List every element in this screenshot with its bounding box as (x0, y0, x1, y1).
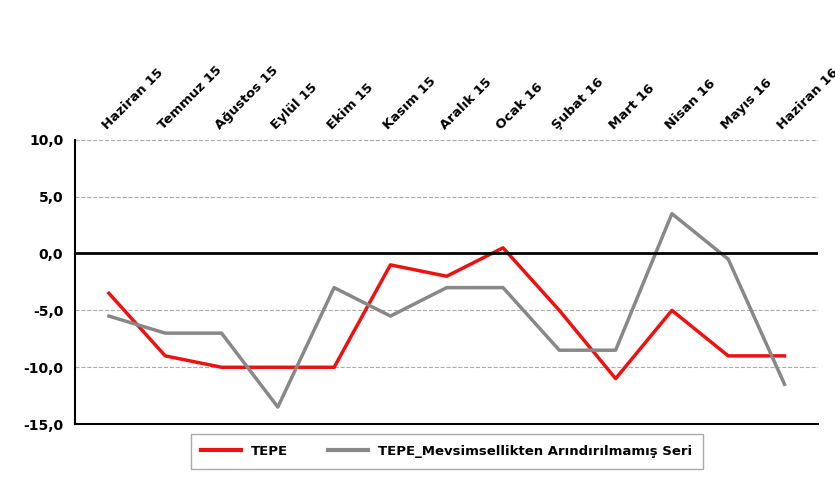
TEPE (667, 307, 677, 313)
TEPE_Mevsimsellikten Arındırılmamış Seri (667, 211, 677, 217)
Line: TEPE: TEPE (109, 248, 785, 379)
Legend: TEPE, TEPE_Mevsimsellikten Arındırılmamış Seri: TEPE, TEPE_Mevsimsellikten Arındırılmamı… (190, 434, 703, 469)
TEPE (442, 273, 452, 279)
TEPE (723, 353, 733, 359)
TEPE_Mevsimsellikten Arındırılmamış Seri (498, 284, 508, 290)
Line: TEPE_Mevsimsellikten Arındırılmamış Seri: TEPE_Mevsimsellikten Arındırılmamış Seri (109, 214, 785, 407)
TEPE_Mevsimsellikten Arındırılmamış Seri (273, 404, 283, 410)
TEPE_Mevsimsellikten Arındırılmamış Seri (723, 256, 733, 262)
TEPE_Mevsimsellikten Arındırılmamış Seri (329, 284, 339, 290)
TEPE_Mevsimsellikten Arındırılmamış Seri (386, 313, 396, 319)
TEPE (780, 353, 790, 359)
TEPE_Mevsimsellikten Arındırılmamış Seri (160, 330, 170, 336)
TEPE (216, 364, 226, 370)
TEPE (104, 290, 114, 296)
TEPE (329, 364, 339, 370)
TEPE (498, 245, 508, 251)
TEPE (554, 307, 564, 313)
TEPE (273, 364, 283, 370)
TEPE_Mevsimsellikten Arındırılmamış Seri (442, 284, 452, 290)
TEPE (610, 376, 620, 382)
TEPE_Mevsimsellikten Arındırılmamış Seri (554, 347, 564, 353)
TEPE (386, 262, 396, 268)
TEPE_Mevsimsellikten Arındırılmamış Seri (780, 381, 790, 387)
TEPE_Mevsimsellikten Arındırılmamış Seri (104, 313, 114, 319)
TEPE_Mevsimsellikten Arındırılmamış Seri (610, 347, 620, 353)
TEPE_Mevsimsellikten Arındırılmamış Seri (216, 330, 226, 336)
TEPE (160, 353, 170, 359)
